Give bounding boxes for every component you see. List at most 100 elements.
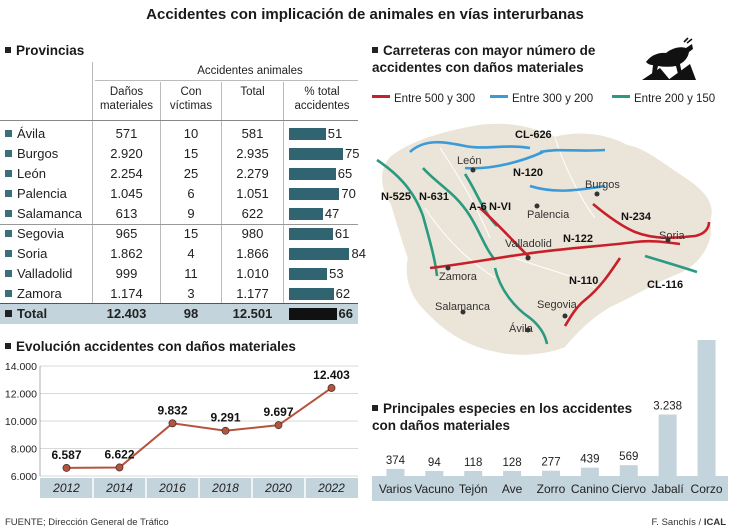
road-label-n110: N-110 [569,275,598,287]
pct-bar [289,208,323,220]
data-point [62,464,71,472]
total-row [0,304,358,324]
col-header-total: Total [240,86,265,98]
legend-swatch [490,95,508,99]
map-title: Carreteras con mayor número de accidente… [372,43,596,75]
category-label: Ciervo [611,482,646,496]
cell-total: 1.866 [236,246,269,261]
data-point [115,463,124,472]
road-map: León Burgos Palencia Valladolid Soria Za… [376,122,714,357]
x-tick-label: 2014 [105,481,133,495]
pct-value: 65 [337,166,353,181]
legend-swatch [372,95,390,99]
road-label-n525: N-525 [381,191,411,203]
category-label: Corzo [691,482,723,496]
bar-chart-title: Principales especies en los accidentes c… [372,401,633,433]
x-tick-label: 2016 [158,481,186,495]
province-label: Segovia [5,224,64,244]
data-label: 6.622 [104,447,134,461]
data-point [274,421,283,430]
data-point [327,384,336,392]
cell-danos: 613 [115,206,138,221]
city-label-soria: Soria [659,230,686,242]
y-tick-label: 6.000 [11,471,37,483]
cell-total: 622 [241,206,264,221]
category-label: Ave [502,482,523,496]
bar-value-label: 118 [464,457,482,469]
data-label: 9.832 [157,403,187,417]
bar-value-label: 277 [541,457,560,469]
city-label-palencia: Palencia [527,209,570,221]
cell-danos: 1.045 [110,186,143,201]
cell-total: 2.279 [236,166,269,181]
y-tick-label: 12.000 [5,389,37,401]
pct-bar [289,248,350,260]
pct-bar [289,288,334,300]
pct-value: 51 [327,126,343,141]
province-label: Salamanca [5,204,82,224]
bar [503,471,522,476]
cell-total: 1.010 [236,266,269,281]
pct-bar [289,268,328,280]
bar-value-label: 128 [503,457,522,469]
bar-value-label: 94 [428,457,441,469]
cell-victimas: 25 [183,166,199,181]
x-tick-label: 2020 [264,481,292,495]
cell-victimas: 9 [187,206,195,221]
cell-victimas: 6 [187,186,195,201]
region-shape [380,122,714,357]
cell-victimas: 11 [184,266,198,281]
bar [425,471,444,476]
road-label-n120: N-120 [513,167,543,179]
bar [697,340,716,476]
legend-swatch [612,95,630,99]
source-footer: FUENTE; Dirección General de Tráfico [5,517,169,528]
x-axis-band [372,476,728,501]
total-pct-value: 66 [338,306,353,321]
cell-danos: 2.920 [110,146,143,161]
bar-value-label: 439 [580,454,599,466]
city-label-segovia: Segovia [537,299,578,311]
series-line [66,387,333,469]
cell-danos: 1.862 [110,246,143,261]
data-label: 6.587 [51,448,81,462]
province-label: Zamora [5,284,62,304]
data-point [168,419,177,428]
bar [619,465,638,476]
y-tick-label: 10.000 [5,416,37,428]
pct-value: 75 [345,146,360,161]
pct-value: 62 [335,286,351,301]
cell-danos: 1.174 [110,286,143,301]
cell-victimas: 4 [187,246,195,261]
cell-total: 1.177 [236,286,269,301]
pct-bar [289,128,326,140]
road-label-a6: A-6 [469,201,487,213]
pct-value: 70 [341,186,356,201]
pct-value: 53 [329,266,344,281]
bar [658,414,677,476]
page-title: Accidentes con implicación de animales e… [146,6,584,23]
pct-bar [289,228,333,240]
category-label: Varios [379,482,412,496]
cell-total: 2.935 [236,146,269,161]
bar-value-label: 569 [619,451,638,463]
total-victimas: 98 [183,306,199,321]
pct-bar [289,148,343,160]
pct-bar [289,188,340,200]
data-label: 9.697 [263,405,293,419]
province-label: León [5,164,46,184]
road-label-n122: N-122 [563,233,593,245]
province-label: Ávila [5,124,45,144]
category-label: Canino [571,482,609,496]
cell-danos: 2.254 [110,166,143,181]
data-label: 12.403 [313,368,350,382]
cell-total: 1.051 [236,186,269,201]
cell-victimas: 10 [183,126,199,141]
col-header-pct: % total accidentes [294,86,350,112]
legend-item: Entre 500 y 300 [372,92,475,106]
total-label: Total [5,304,47,324]
cell-victimas: 15 [183,226,199,241]
bar-value-label: 374 [386,455,406,467]
bar-value-label: 7.166 [692,336,721,338]
category-label: Vacuno [414,482,454,496]
